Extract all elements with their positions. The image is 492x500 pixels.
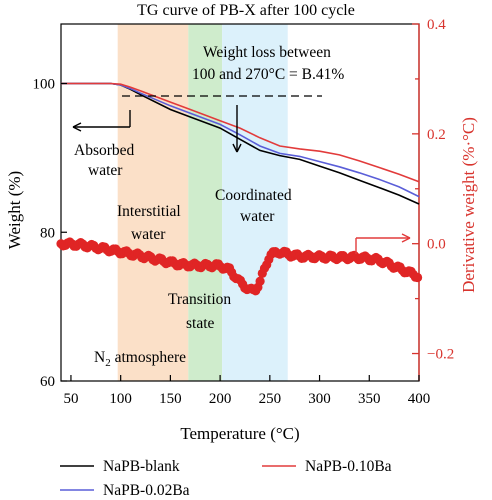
x-tick-label: 300 <box>308 391 331 407</box>
atmosphere-label: N2 atmosphere <box>94 349 186 369</box>
x-tick-label: 50 <box>63 391 78 407</box>
temperature-regions <box>117 24 288 381</box>
y2-tick-label: −0.2 <box>427 347 454 363</box>
region-1 <box>188 24 223 381</box>
x-axis: 50 100 150 200 250 300 350 400 <box>63 375 430 407</box>
y2-tick-label: 0.2 <box>427 127 446 143</box>
y2-axis-label: Derivative weight (%·°C) <box>459 117 478 293</box>
transition-state-line2: state <box>186 315 215 332</box>
y-axis-right: −0.2 0.0 0.2 0.4 <box>412 17 454 363</box>
legend-label-002ba: NaPB-0.02Ba <box>103 482 190 499</box>
y-axis-label: Weight (%) <box>5 171 24 249</box>
interstitial-water-line1: Interstitial <box>117 203 181 220</box>
y-tick-label: 100 <box>33 77 56 93</box>
weight-loss-text-line1: Weight loss between <box>203 44 331 61</box>
derivative-point <box>413 272 423 283</box>
series-line-1 <box>61 82 420 198</box>
x-tick-label: 150 <box>159 391 182 407</box>
x-tick-label: 400 <box>408 391 431 407</box>
x-axis-label: Temperature (°C) <box>180 424 299 443</box>
chart-title: TG curve of PB-X after 100 cycle <box>137 2 355 19</box>
y2-tick-label: 0.4 <box>427 17 446 33</box>
coordinated-water-arrow <box>232 105 242 153</box>
interstitial-water-line2: water <box>131 226 166 243</box>
weight-series <box>61 82 420 205</box>
derivative-axis-arrow <box>355 233 411 254</box>
series-line-2 <box>61 82 420 183</box>
weight-loss-text-line2: 100 and 270°C = B.41% <box>192 66 344 83</box>
coordinated-water-line1: Coordinated <box>215 187 292 204</box>
y-axis-left: 60 80 100 <box>33 77 67 390</box>
x-tick-label: 200 <box>209 391 232 407</box>
absorbed-water-arrow <box>72 110 131 132</box>
legend: NaPB-blank NaPB-0.02Ba NaPB-0.10Ba <box>60 458 392 499</box>
derivative-series <box>56 237 423 296</box>
coordinated-water-line2: water <box>240 208 275 225</box>
x-tick-label: 250 <box>259 391 282 407</box>
region-0 <box>117 24 189 381</box>
derivative-point <box>255 276 265 286</box>
region-2 <box>222 24 288 381</box>
x-tick-label: 100 <box>109 391 132 407</box>
legend-label-blank: NaPB-blank <box>103 458 180 475</box>
legend-label-010ba: NaPB-0.10Ba <box>305 458 392 475</box>
absorbed-water-line1: Absorbed <box>74 142 135 159</box>
y-tick-label: 60 <box>40 374 55 390</box>
transition-state-line1: Transition <box>168 291 231 308</box>
y-tick-label: 80 <box>40 225 55 241</box>
x-tick-label: 350 <box>358 391 381 407</box>
y2-tick-label: 0.0 <box>427 237 446 253</box>
absorbed-water-line2: water <box>88 162 123 179</box>
